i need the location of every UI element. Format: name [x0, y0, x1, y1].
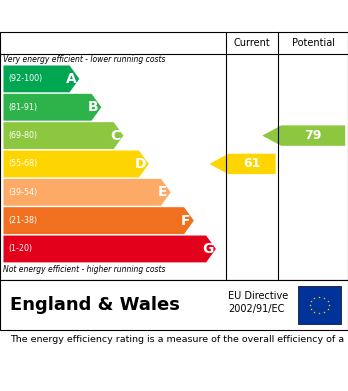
- Text: (1-20): (1-20): [9, 244, 33, 253]
- Text: C: C: [110, 129, 120, 143]
- Text: (92-100): (92-100): [9, 74, 43, 83]
- Text: (21-38): (21-38): [9, 216, 38, 225]
- Polygon shape: [3, 94, 101, 121]
- Text: (69-80): (69-80): [9, 131, 38, 140]
- Text: E: E: [158, 185, 167, 199]
- Text: B: B: [88, 100, 98, 114]
- Text: Current: Current: [234, 38, 270, 48]
- Text: (39-54): (39-54): [9, 188, 38, 197]
- Polygon shape: [3, 235, 216, 262]
- Text: F: F: [181, 213, 191, 228]
- Polygon shape: [209, 154, 276, 174]
- Polygon shape: [3, 207, 194, 234]
- Text: EU Directive
2002/91/EC: EU Directive 2002/91/EC: [228, 291, 288, 314]
- Text: Energy Efficiency Rating: Energy Efficiency Rating: [10, 9, 220, 23]
- Text: Not energy efficient - higher running costs: Not energy efficient - higher running co…: [3, 265, 166, 274]
- Text: 61: 61: [243, 158, 261, 170]
- Polygon shape: [3, 151, 149, 178]
- Text: A: A: [66, 72, 77, 86]
- Text: (81-91): (81-91): [9, 103, 38, 112]
- Text: Very energy efficient - lower running costs: Very energy efficient - lower running co…: [3, 55, 166, 64]
- Bar: [298, 286, 341, 324]
- Text: D: D: [135, 157, 147, 171]
- Text: (55-68): (55-68): [9, 160, 38, 169]
- Text: G: G: [202, 242, 214, 256]
- Text: The energy efficiency rating is a measure of the overall efficiency of a home. T: The energy efficiency rating is a measur…: [10, 335, 348, 344]
- Text: 79: 79: [304, 129, 322, 142]
- Polygon shape: [262, 126, 345, 146]
- Text: England & Wales: England & Wales: [10, 296, 180, 314]
- Polygon shape: [3, 179, 171, 206]
- Text: Potential: Potential: [292, 38, 335, 48]
- Polygon shape: [3, 122, 124, 149]
- Polygon shape: [3, 65, 79, 92]
